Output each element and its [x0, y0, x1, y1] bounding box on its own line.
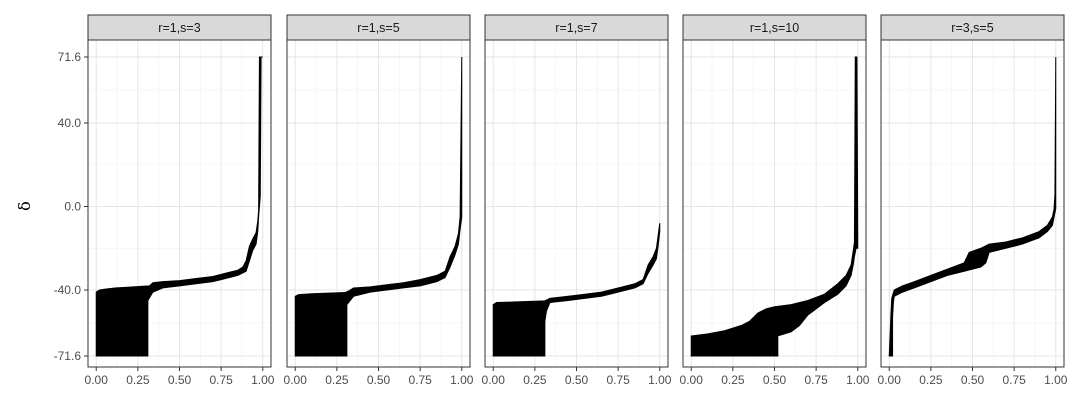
- facet-panel: r=3,s=5 0.00 0.25 0.50 0.75 1.00: [878, 14, 1068, 387]
- y-tick-label: -40.0: [54, 283, 82, 297]
- facet-strip-label: r=1,s=7: [555, 21, 597, 35]
- x-tick-label: 0.00: [284, 373, 308, 387]
- x-tick-label: 0.75: [804, 373, 828, 387]
- facet-strip-label: r=1,s=3: [158, 21, 200, 35]
- facet-strip: [880, 14, 1065, 41]
- y-axis: 71.6 40.0 0.0 -40.0 -71.6: [54, 50, 88, 363]
- facet-panel: r=1,s=3 0.00 0.25 0.50 0.75 1.00: [85, 14, 275, 387]
- x-tick-label: 0.75: [1002, 373, 1026, 387]
- x-tick-label: 0.50: [763, 373, 787, 387]
- x-tick-label: 0.00: [878, 373, 902, 387]
- delta-band: [690, 56, 859, 357]
- x-tick-label: 0.00: [680, 373, 704, 387]
- facet-strip-label: r=1,s=10: [750, 21, 799, 35]
- x-tick-label: 0.50: [565, 373, 589, 387]
- x-tick-label: 0.00: [85, 373, 109, 387]
- x-tick-label: 0.75: [408, 373, 432, 387]
- x-tick-label: 1.00: [450, 373, 474, 387]
- facet-panel: r=1,s=7 0.00 0.25 0.50 0.75 1.00: [482, 14, 672, 387]
- x-tick-label: 0.25: [325, 373, 349, 387]
- x-tick-label: 0.25: [126, 373, 150, 387]
- delta-band: [95, 56, 263, 357]
- y-tick-label: 40.0: [58, 116, 82, 130]
- y-tick-label: 0.0: [64, 200, 81, 214]
- x-tick-label: 0.50: [961, 373, 985, 387]
- delta-band: [888, 56, 1057, 357]
- x-tick-label: 0.25: [721, 373, 745, 387]
- x-tick-label: 1.00: [251, 373, 275, 387]
- facet-panels: r=1,s=3 0.00 0.25 0.50 0.75 1.00 r=1,s=5 0.00 0.…: [85, 14, 1068, 387]
- delta-band: [294, 56, 463, 357]
- facet-panel: r=1,s=5 0.00 0.25 0.50 0.75 1.00: [284, 14, 474, 387]
- x-tick-label: 1.00: [846, 373, 870, 387]
- x-tick-label: 0.50: [168, 373, 192, 387]
- facet-strip-label: r=1,s=5: [357, 21, 399, 35]
- x-tick-label: 0.75: [209, 373, 233, 387]
- y-axis-label: δ: [15, 201, 34, 211]
- y-tick-label: 71.6: [58, 50, 82, 64]
- x-tick-label: 0.25: [919, 373, 943, 387]
- facet-strip: [286, 14, 471, 41]
- facet-strip-label: r=3,s=5: [951, 21, 993, 35]
- x-tick-label: 1.00: [1044, 373, 1068, 387]
- x-tick-label: 0.00: [482, 373, 506, 387]
- x-tick-label: 1.00: [648, 373, 672, 387]
- x-tick-label: 0.25: [523, 373, 547, 387]
- facet-panel: r=1,s=10 0.00 0.25 0.50 0.75 1.00: [680, 14, 870, 387]
- x-tick-label: 0.50: [367, 373, 391, 387]
- facet-strip: [87, 14, 272, 41]
- x-tick-label: 0.75: [606, 373, 630, 387]
- y-tick-label: -71.6: [54, 349, 82, 363]
- delta-band: [492, 223, 661, 357]
